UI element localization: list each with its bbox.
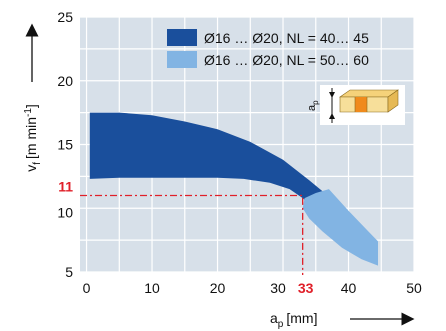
y-tick-label: 5 [65,264,73,280]
x-tick-label: 40 [341,280,357,296]
annotation-y-label: 11 [58,179,73,195]
y-tick-label: 15 [57,137,73,153]
series-area-nl-40-45 [89,112,359,224]
x-axis-ticks: 0 10 20 30 40 50 [83,280,422,296]
legend: Ø16 … Ø20, NL = 40… 45 Ø16 … Ø20, NL = 5… [167,29,369,68]
y-axis-ticks: 5 10 15 20 25 [57,9,73,280]
series-area-nl-50-60 [302,189,378,266]
annotation-x-label: 33 [298,280,314,296]
y-tick-label: 10 [57,204,73,220]
legend-label-nl-50-60: Ø16 … Ø20, NL = 50… 60 [204,52,369,68]
y-tick-label: 25 [57,9,73,25]
x-tick-label: 20 [210,280,226,296]
legend-swatch-nl-40-45 [167,29,197,46]
x-tick-label: 0 [83,280,91,296]
depth-of-cut-illustration: ap [306,85,405,125]
ap-inset-label: ap [306,100,320,111]
x-axis-label: ap [mm] [270,310,317,330]
legend-swatch-nl-50-60 [167,51,197,68]
annotation-guide-line [80,194,304,275]
legend-label-nl-40-45: Ø16 … Ø20, NL = 40… 45 [204,30,369,46]
y-axis-label: vf[m min-1] [23,104,43,172]
x-tick-label: 50 [406,280,422,296]
x-tick-label: 10 [144,280,160,296]
x-tick-label: 30 [270,280,286,296]
y-tick-label: 20 [57,73,73,89]
